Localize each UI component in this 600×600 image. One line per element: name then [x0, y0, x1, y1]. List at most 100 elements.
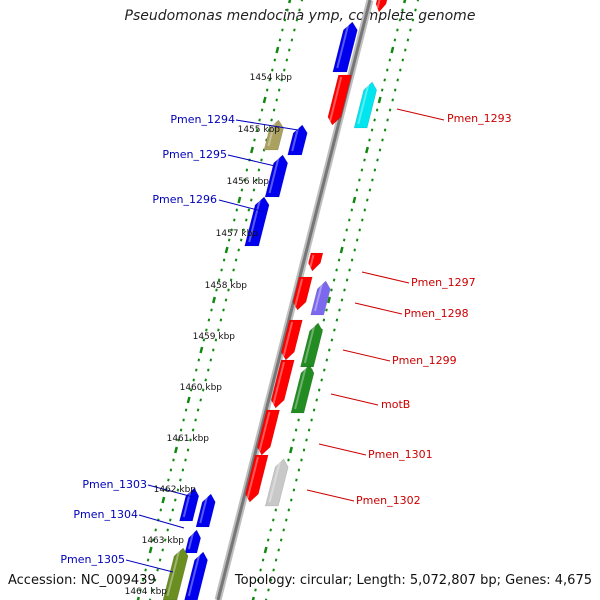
track-dot	[398, 18, 402, 22]
track-dot	[391, 98, 394, 102]
track-dot	[275, 98, 278, 102]
track-dot	[290, 498, 293, 502]
gene-label-pmen-1304[interactable]: Pmen_1304	[73, 508, 138, 521]
track-dot	[154, 528, 157, 532]
gene-label-pmen-1298[interactable]: Pmen_1298	[404, 307, 469, 320]
track-dot	[182, 418, 185, 422]
track-dot	[186, 396, 191, 404]
track-dot	[237, 248, 240, 252]
track-dot	[371, 178, 374, 182]
track-dot	[260, 108, 264, 112]
track-dot	[166, 528, 169, 532]
track-dot	[167, 478, 170, 482]
gene-top-red-highlight	[376, 0, 381, 9]
gene-label-pmen-1295[interactable]: Pmen_1295	[162, 148, 227, 161]
track-dot	[315, 398, 318, 402]
gene-label-pmen-1303[interactable]: Pmen_1303	[82, 478, 147, 491]
track-dot	[153, 578, 157, 582]
track-dot	[366, 198, 369, 202]
track-dot	[375, 108, 379, 112]
gene-pmen-1305-olive[interactable]	[162, 547, 189, 600]
track-dot	[169, 518, 172, 522]
gene-pmen-1293-red[interactable]	[327, 74, 352, 126]
track-dot	[186, 448, 190, 452]
track-dot	[242, 228, 245, 232]
track-dot	[373, 118, 376, 122]
track-dot	[177, 438, 180, 442]
gene-pmen-1298[interactable]	[310, 280, 331, 316]
track-dot	[245, 168, 249, 172]
track-dot	[388, 108, 392, 112]
gene-pmen-1297[interactable]	[308, 252, 324, 272]
gene-top-blue[interactable]	[332, 21, 358, 73]
gene-label-pmen-1299[interactable]: Pmen_1299	[392, 354, 457, 367]
track-dot	[230, 228, 233, 232]
gene-pmen-1293-cyan[interactable]	[353, 81, 378, 129]
gene-label-pmen-1293[interactable]: Pmen_1293	[447, 112, 512, 125]
gene-pmen-1302-gray[interactable]	[264, 458, 289, 507]
gene-pmen-1301[interactable]	[256, 409, 280, 456]
gene-pmen-1304-highlight	[187, 531, 195, 550]
gene-pmen-1297-b[interactable]	[292, 276, 313, 311]
track-dot	[205, 328, 208, 332]
track-dot	[215, 288, 218, 292]
track-dot	[195, 368, 198, 372]
track-dot	[184, 458, 187, 462]
gene-pmen-1296[interactable]	[244, 196, 270, 247]
gene-motb-red[interactable]	[270, 359, 295, 409]
gene-pmen-1304[interactable]	[184, 529, 202, 554]
track-dot	[253, 138, 256, 142]
gene-pmen-1294[interactable]	[263, 119, 284, 151]
track-dot	[189, 388, 193, 392]
gene-motb-green-highlight	[294, 366, 307, 410]
gene-pmen-1299-green[interactable]	[300, 322, 323, 368]
track-dot	[239, 238, 243, 242]
track-dot	[401, 8, 404, 12]
track-dot	[335, 268, 338, 272]
kbp-label: 1456 kbp	[227, 177, 270, 187]
gene-label-pmen-1302[interactable]: Pmen_1302	[356, 494, 421, 507]
track-dot	[285, 518, 288, 522]
gene-label-pmen-1301[interactable]: Pmen_1301	[368, 448, 433, 461]
track-dot	[358, 178, 361, 182]
gene-pmen-1303-b[interactable]	[195, 493, 216, 528]
track-dot	[287, 508, 291, 512]
track-dot	[260, 158, 263, 162]
gene-pmen-1295-b[interactable]	[264, 154, 289, 198]
gene-pmen-1305-olive-highlight	[166, 549, 181, 597]
track-dot	[302, 448, 306, 452]
gene-pmen-1301-highlight	[258, 411, 271, 452]
track-dot	[414, 8, 417, 12]
gene-pmen-1295-a[interactable]	[287, 124, 308, 156]
track-dot	[293, 28, 296, 32]
track-dot	[173, 446, 179, 454]
gene-top-red[interactable]	[375, 0, 388, 13]
gene-pmen-1303-a[interactable]	[179, 487, 200, 522]
gene-label-pmen-1296[interactable]: Pmen_1296	[152, 193, 217, 206]
track-dot	[172, 458, 175, 462]
track-dot	[272, 518, 275, 522]
track-dot	[270, 118, 273, 122]
track-dot	[350, 208, 354, 212]
track-dot	[204, 378, 207, 382]
track-dot	[368, 138, 371, 142]
track-dot	[348, 268, 351, 272]
gene-pmen-1305-blue[interactable]	[184, 551, 208, 600]
track-dot	[222, 308, 225, 312]
gene-motb-green[interactable]	[290, 364, 315, 414]
gene-label-pmen-1305[interactable]: Pmen_1305	[60, 553, 125, 566]
kbp-label: 1455 kbp	[238, 125, 281, 135]
gene-label-pmen-1294[interactable]: Pmen_1294	[170, 113, 235, 126]
gene-pmen-1302-red[interactable]	[245, 454, 269, 503]
gene-pmen-1297-highlight	[309, 254, 315, 268]
track-dot	[268, 78, 271, 82]
gene-pmen-1299-red[interactable]	[280, 319, 303, 361]
track-dot	[144, 568, 147, 572]
track-dot	[404, 48, 407, 52]
gene-label-motb[interactable]: motB	[381, 398, 410, 411]
gene-label-pmen-1297[interactable]: Pmen_1297	[411, 276, 476, 289]
track-dot	[174, 498, 177, 502]
track-dot	[196, 408, 200, 412]
track-dot	[416, 0, 420, 2]
